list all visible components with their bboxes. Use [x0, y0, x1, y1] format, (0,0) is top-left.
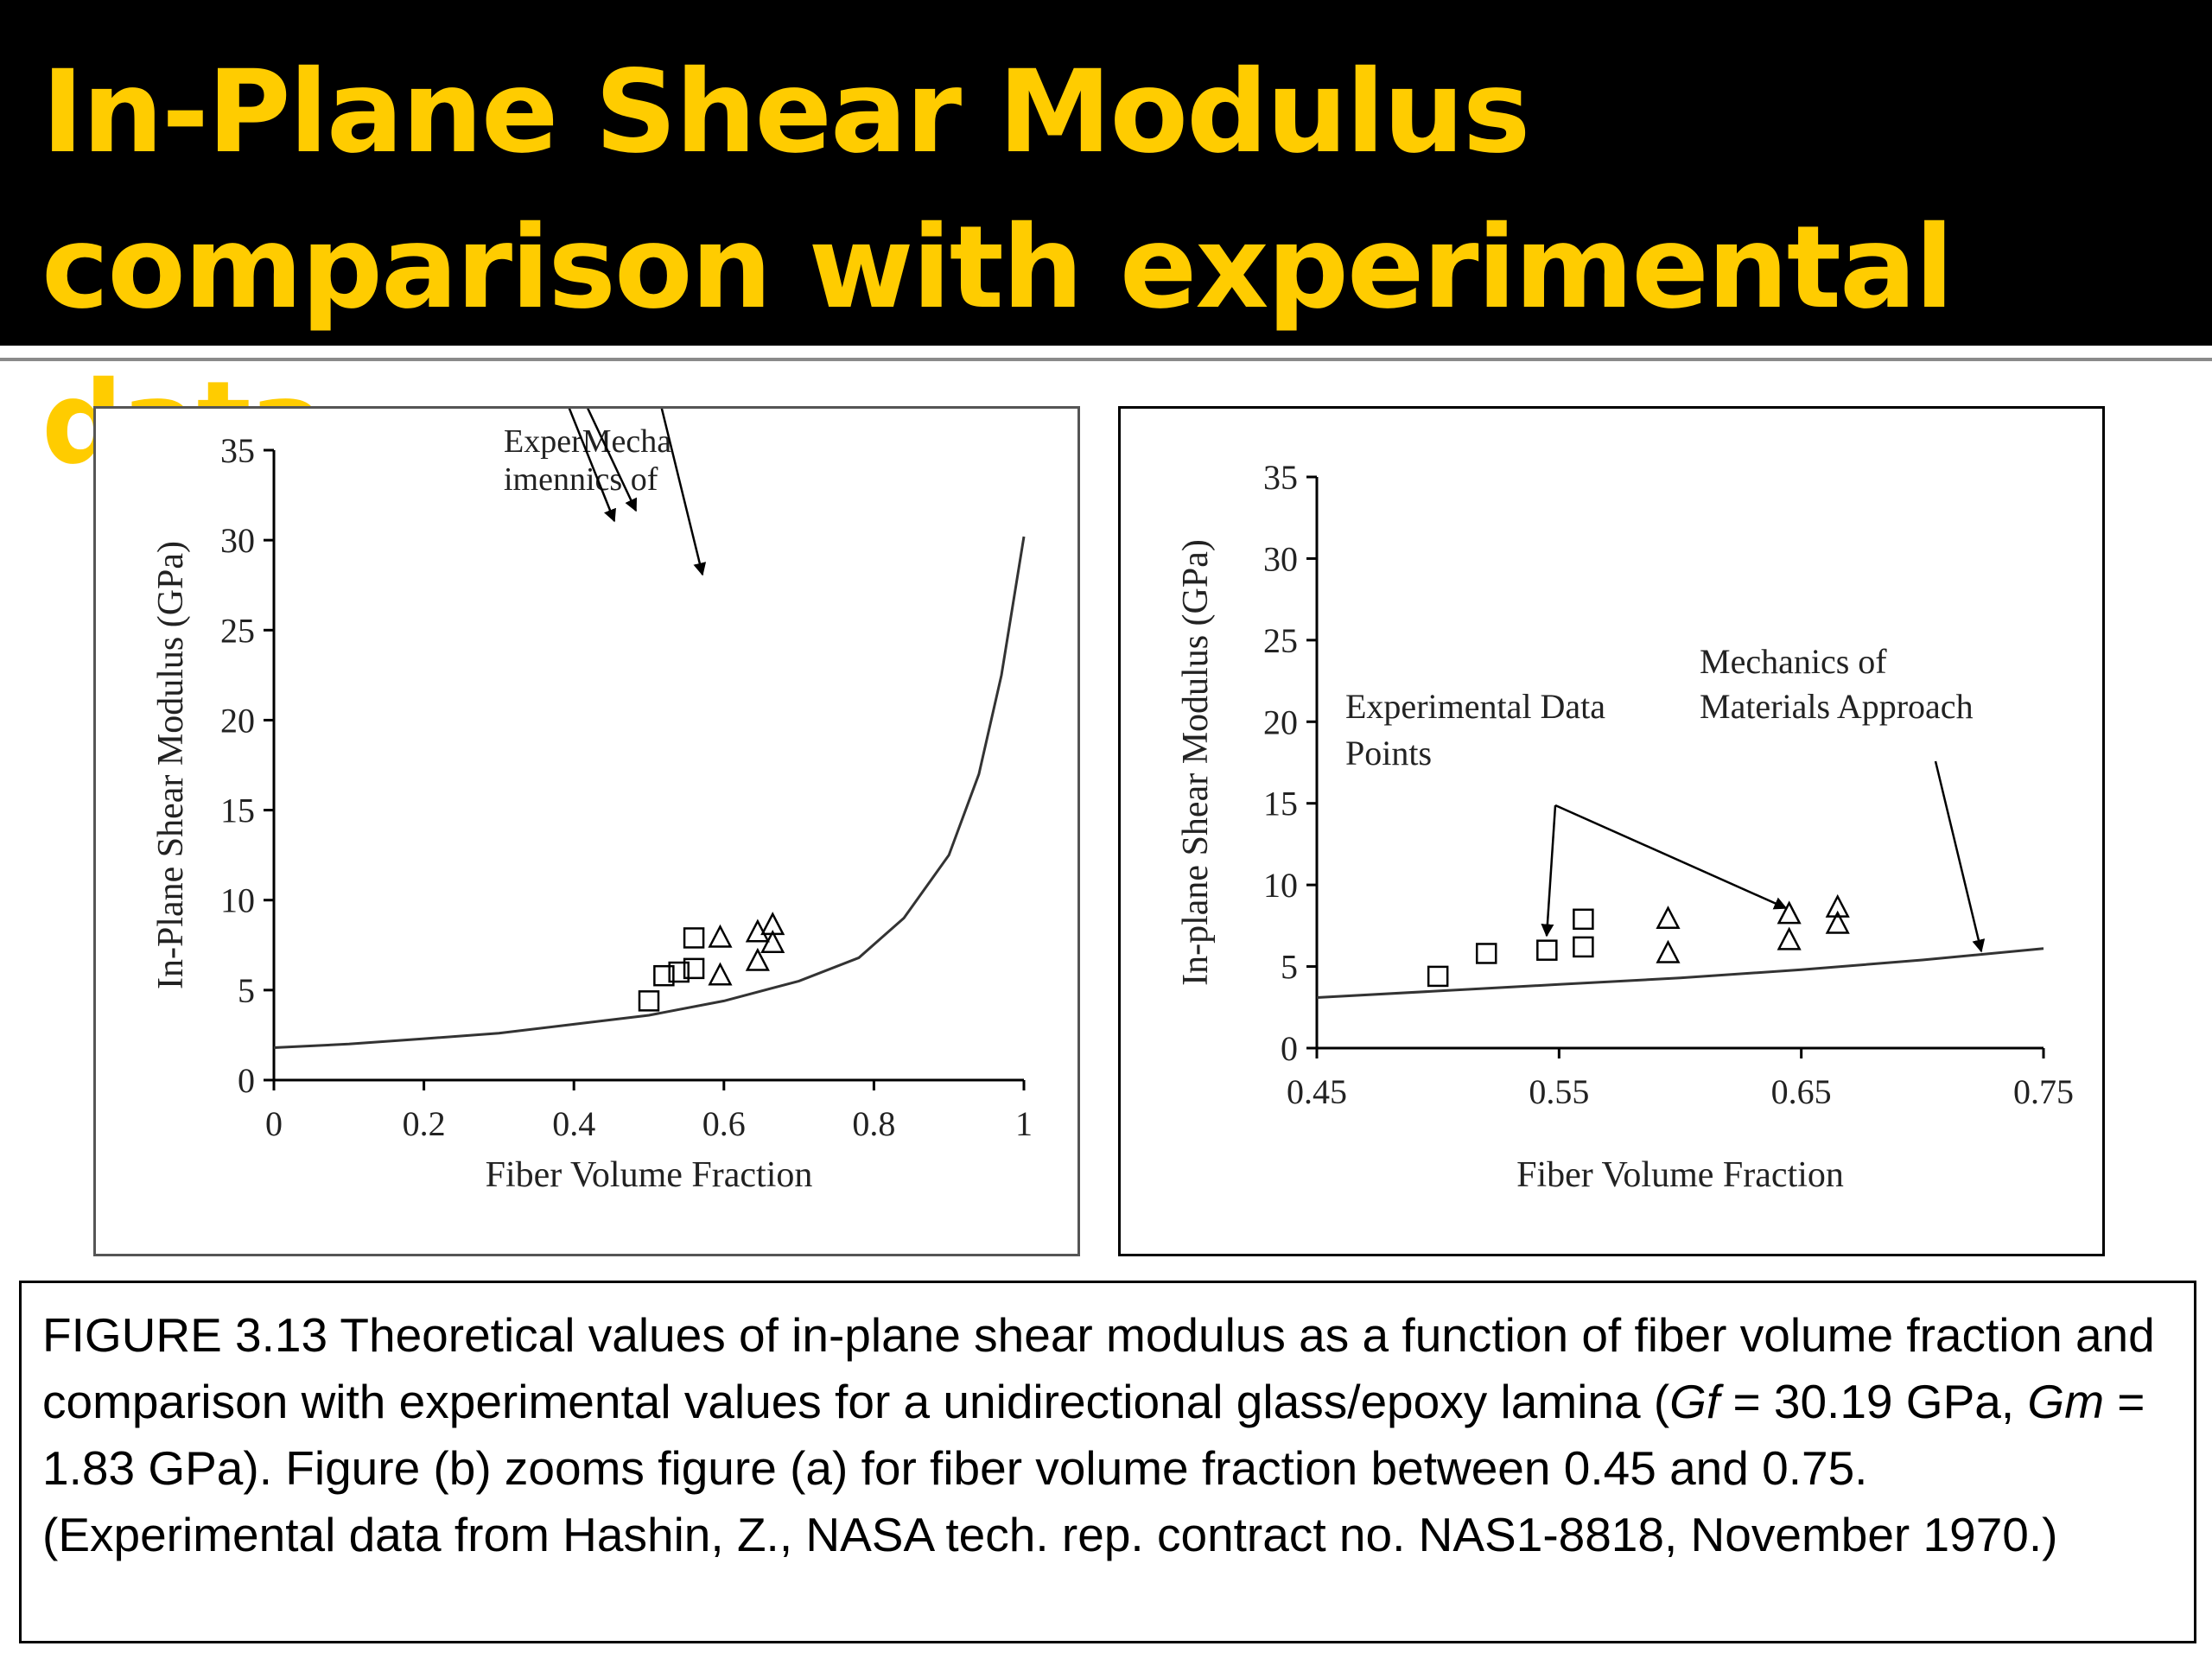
x-tick-label: 0	[265, 1104, 283, 1143]
data-point-square	[683, 927, 705, 949]
data-point-triangle	[760, 930, 785, 953]
data-point-triangle	[708, 924, 733, 948]
annotation-experimental-line-1: Experimental Data	[1345, 687, 1605, 726]
data-point-triangle	[1777, 926, 1802, 950]
data-point-square	[1573, 936, 1594, 958]
data-point-square	[1573, 908, 1594, 931]
data-point-square	[1536, 939, 1558, 961]
annotation-arrow	[568, 409, 616, 523]
y-tick-label: 25	[220, 611, 255, 650]
chart-a: 0 5 10 15 20 25 30 35 0 0.2 0.4 0.6 0.8 1 Fiber Volume…	[151, 409, 1033, 1195]
annotation-arrow	[587, 409, 638, 512]
annotation-arrow	[660, 409, 707, 576]
data-point-square	[668, 961, 690, 983]
y-tick-label: 30	[1263, 539, 1298, 578]
caption-text-3: = 1.83 GPa). Figure (b) zooms figure (a)…	[42, 1375, 2145, 1561]
data-point-triangle	[745, 947, 770, 971]
y-tick-label: 25	[1263, 621, 1298, 660]
data-point-square	[638, 990, 660, 1012]
chart-panel-b: 0 5 10 15 20 25 30 35 0.45 0.55 0.65 0.75 Fiber Volu…	[1118, 406, 2105, 1256]
theory-curve	[1316, 947, 2044, 999]
caption-text-1: FIGURE 3.13 Theoretical values of in-pla…	[42, 1308, 2155, 1428]
y-tick-label: 20	[1263, 702, 1298, 741]
header-divider	[0, 358, 2212, 361]
caption-text-2: = 30.19 GPa,	[1719, 1375, 2028, 1428]
y-axis-title: In-Plane Shear Modulus (GPa)	[151, 541, 191, 989]
y-tick-label: 35	[1263, 458, 1298, 497]
data-point-square	[683, 957, 705, 980]
data-point-triangle	[1825, 910, 1850, 934]
data-point-square	[1475, 943, 1497, 964]
x-tick-label: 1	[1015, 1104, 1033, 1143]
chart-b: 0 5 10 15 20 25 30 35 0.45 0.55 0.65 0.75 Fiber Volu…	[1176, 458, 2074, 1195]
y-tick-label: 0	[1281, 1029, 1298, 1068]
y-tick-label: 15	[220, 791, 255, 830]
annotation-experimental-line-2: Points	[1345, 734, 1432, 772]
x-tick-label: 0.75	[2013, 1072, 2074, 1111]
y-tick-label: 0	[238, 1061, 255, 1100]
annotation-mechanics-line-2: Materials Approach	[1700, 687, 1974, 726]
y-tick-label: 30	[220, 521, 255, 560]
y-tick-label: 15	[1263, 785, 1298, 823]
figure-caption: FIGURE 3.13 Theoretical values of in-pla…	[19, 1281, 2196, 1643]
slide-title: In-Plane Shear Modulus comparison with e…	[41, 46, 1954, 490]
data-point-triangle	[1656, 939, 1681, 963]
theory-curve	[273, 536, 1026, 1049]
annotation-arrow	[1934, 760, 1986, 953]
y-tick-label: 10	[1263, 866, 1298, 905]
slide-header: In-Plane Shear Modulus comparison with e…	[0, 0, 2212, 490]
y-tick-label: 35	[220, 431, 255, 470]
x-tick-label: 0.65	[1771, 1072, 1832, 1111]
x-axis-title: Fiber Volume Fraction	[486, 1155, 813, 1195]
data-point-triangle	[1777, 900, 1802, 925]
x-tick-label: 0.8	[852, 1104, 895, 1143]
annotation-arrow	[1541, 804, 1557, 938]
x-tick-label: 0.55	[1529, 1072, 1589, 1111]
data-point-triangle	[708, 962, 733, 986]
caption-gf-symbol: Gf	[1669, 1375, 1720, 1428]
data-point-triangle	[1825, 893, 1850, 918]
y-tick-label: 20	[220, 701, 255, 740]
x-tick-label: 0.45	[1287, 1072, 1347, 1111]
chart-panel-a: 0 5 10 15 20 25 30 35 0 0.2 0.4 0.6 0.8 1 Fiber Volume…	[93, 406, 1080, 1256]
y-tick-label: 5	[1281, 948, 1298, 987]
y-tick-label: 5	[238, 971, 255, 1010]
y-axis-title: In-plane Shear Modulus (GPa)	[1176, 539, 1216, 986]
caption-gm-symbol: Gm	[2027, 1375, 2105, 1428]
data-point-triangle	[760, 912, 785, 936]
x-tick-label: 0.4	[552, 1104, 595, 1143]
data-point-square	[1427, 965, 1449, 988]
annotation-arrow	[1554, 804, 1788, 910]
y-tick-label: 10	[220, 881, 255, 920]
x-axis-title: Fiber Volume Fraction	[1516, 1155, 1844, 1195]
x-tick-label: 0.2	[403, 1104, 446, 1143]
annotation-text-line-2: imennics of	[504, 461, 658, 498]
x-tick-label: 0.6	[702, 1104, 746, 1143]
data-point-triangle	[1656, 906, 1681, 930]
annotation-mechanics-line-1: Mechanics of	[1700, 642, 1887, 681]
data-point-square	[653, 964, 675, 987]
